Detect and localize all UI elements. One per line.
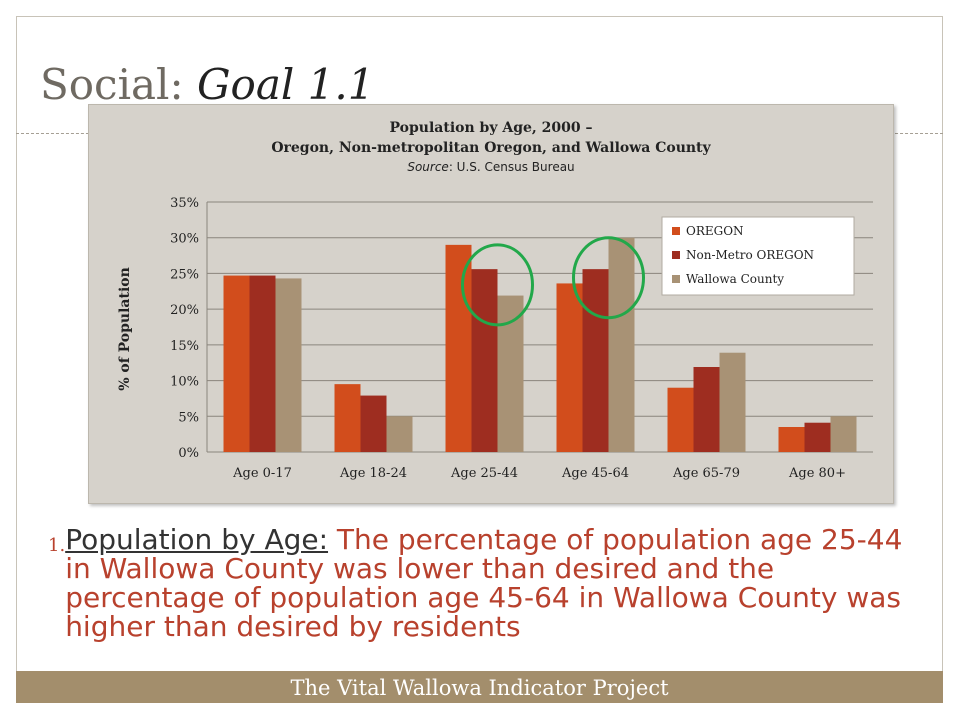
legend-label: OREGON [686, 224, 744, 238]
y-tick-label: 35% [170, 196, 199, 211]
chart-title-line-2: Oregon, Non-metropolitan Oregon, and Wal… [271, 140, 711, 156]
title-prefix: Social: [40, 60, 197, 109]
x-tick-label: Age 80+ [788, 466, 846, 481]
highlight-circles [461, 236, 645, 327]
bar [556, 283, 583, 452]
bar [334, 384, 361, 452]
list-text: Population by Age: The percentage of pop… [65, 525, 908, 641]
y-tick-label: 15% [170, 339, 199, 354]
bullet-list: 1. Population by Age: The percentage of … [48, 525, 908, 641]
chart-title-line-1: Population by Age, 2000 – [390, 120, 593, 136]
bar [275, 278, 302, 452]
x-tick-label: Age 25-44 [450, 466, 518, 481]
y-tick-label: 25% [170, 267, 199, 282]
legend-swatch [672, 251, 680, 259]
y-tick-label: 5% [178, 410, 199, 425]
list-body: The percentage of population age 25-44 i… [65, 523, 903, 643]
legend-swatch [672, 275, 680, 283]
y-tick-label: 10% [170, 375, 199, 390]
legend-label: Wallowa County [686, 272, 784, 286]
bar [693, 367, 720, 452]
legend-swatch [672, 227, 680, 235]
bar [497, 295, 524, 452]
bar [249, 275, 276, 452]
chart-source: Source: U.S. Census Bureau [407, 160, 574, 174]
x-tick-labels: Age 0-17 Age 18-24 Age 25-44 Age 45-64 Age 6… [232, 466, 846, 481]
x-tick-label: Age 18-24 [339, 466, 407, 481]
y-tick-label: 0% [178, 446, 199, 461]
bar [804, 422, 831, 452]
y-axis-label: % of Population [117, 267, 133, 391]
list-lead: Population by Age: [65, 523, 329, 556]
x-tick-label: Age 65-79 [672, 466, 740, 481]
slide-title: Social: Goal 1.1 [40, 60, 374, 109]
highlight-circle [572, 236, 645, 320]
chart-panel: Population by Age, 2000 – Oregon, Non-me… [88, 104, 894, 504]
bar [778, 427, 805, 452]
y-tick-label: 20% [170, 303, 199, 318]
legend: OREGON Non-Metro OREGON Wallowa County [661, 216, 855, 296]
y-tick-labels: 0% 5% 10% 15% 20% 25% 30% 35% [170, 196, 199, 461]
y-tick-label: 30% [170, 232, 199, 247]
bar [582, 269, 609, 452]
bar [719, 352, 746, 452]
bar [223, 275, 250, 452]
list-item: 1. Population by Age: The percentage of … [48, 525, 908, 641]
chart-source-label: Source [407, 160, 448, 174]
highlight-circle [461, 243, 534, 327]
title-emphasis: Goal 1.1 [197, 60, 375, 109]
bar [386, 416, 413, 452]
x-tick-label: Age 0-17 [232, 466, 292, 481]
bar [360, 395, 387, 452]
chart-source-text: : U.S. Census Bureau [449, 160, 575, 174]
bar [830, 416, 857, 452]
bar [667, 387, 694, 452]
footer-bar: The Vital Wallowa Indicator Project [16, 671, 943, 703]
legend-box [661, 216, 855, 296]
bar [471, 269, 498, 452]
bar-chart: Population by Age, 2000 – Oregon, Non-me… [117, 120, 873, 481]
bar [445, 244, 472, 452]
x-tick-label: Age 45-64 [561, 466, 629, 481]
bar [608, 237, 635, 452]
legend-label: Non-Metro OREGON [686, 248, 814, 262]
bars [223, 237, 857, 452]
list-number: 1. [48, 535, 66, 556]
